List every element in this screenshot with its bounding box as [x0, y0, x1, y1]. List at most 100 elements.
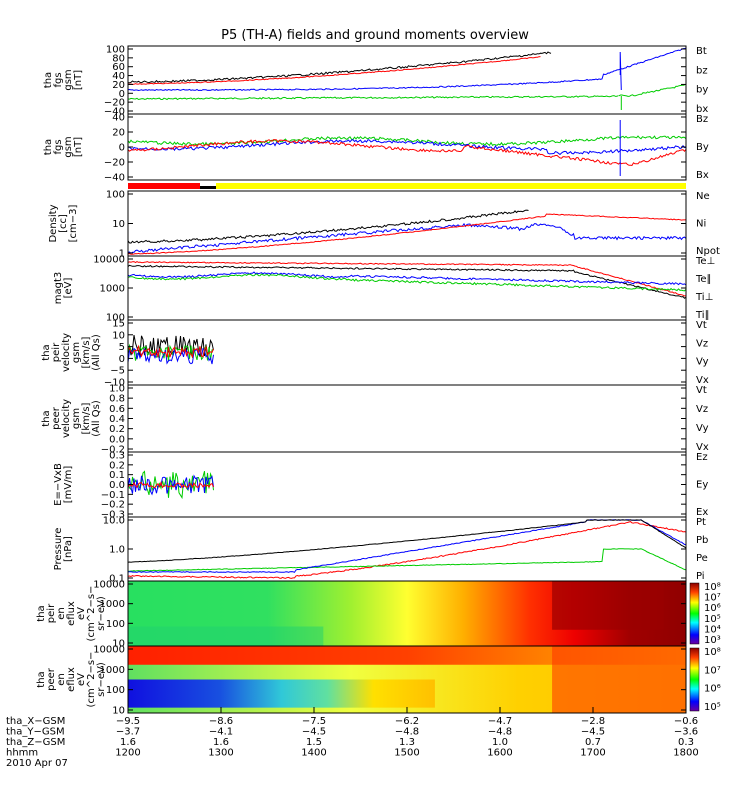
- y-tick-label: 10000: [93, 645, 125, 656]
- y-axis-label: tha: [36, 671, 47, 687]
- y-axis-label: tha: [41, 344, 52, 360]
- legend-vy: Vy: [696, 423, 709, 434]
- trace-ti-perp: [127, 271, 687, 286]
- legend-vx: Vx: [696, 375, 709, 386]
- x-tick-label: 1.5: [306, 737, 322, 748]
- x-tick-label: −4.5: [581, 727, 605, 738]
- mode-bar-fast: [216, 183, 686, 189]
- legend-bx: bx: [696, 104, 708, 115]
- y-tick-label: 0.3: [109, 451, 125, 462]
- legend-pt: Pt: [696, 517, 706, 528]
- y-tick-label: −40: [104, 173, 125, 184]
- x-tick-label: −2.8: [581, 716, 605, 727]
- x-tick-label: 0.7: [585, 737, 601, 748]
- mode-bar-slow: [128, 183, 200, 189]
- x-tick-label: 1300: [208, 748, 233, 759]
- y-axis-label: magt3: [53, 272, 64, 305]
- y-tick-label: 40: [112, 71, 125, 82]
- trace-pb: [127, 521, 687, 579]
- chart-title: P5 (TH-A) fields and ground moments over…: [221, 28, 529, 43]
- y-tick-label: 15: [112, 319, 125, 330]
- x-tick-label: −4.5: [302, 727, 326, 738]
- y-axis-label: (cm^2−s−: [86, 586, 97, 642]
- y-axis-label: peir: [51, 342, 62, 362]
- x-row-label: tha_X−GSM: [6, 716, 65, 727]
- y-axis-label: eflux: [66, 667, 77, 692]
- y-axis-label: [km/s]: [81, 336, 92, 368]
- y-tick-label: 10: [112, 639, 125, 650]
- y-axis-label: gsm: [71, 408, 82, 429]
- x-tick-label: −6.2: [395, 716, 419, 727]
- trace-ne: [127, 213, 687, 255]
- legend-pi: Pi: [696, 571, 705, 582]
- y-axis-label: (cm^2−s−: [86, 652, 97, 708]
- colorbar-label: 10⁵: [704, 702, 721, 713]
- trace-Bz: [127, 139, 687, 166]
- y-tick-label: 100: [106, 190, 125, 201]
- y-axis-label: (All Qs): [91, 400, 102, 437]
- y-axis-label: fgs: [53, 139, 64, 154]
- y-tick-label: 1.0: [109, 545, 125, 556]
- legend-pb: Pb: [696, 535, 708, 546]
- x-tick-label: −4.7: [488, 716, 512, 727]
- colorbar-label: 10⁸: [704, 647, 721, 658]
- y-tick-label: 20: [112, 80, 125, 91]
- y-axis-label: eV: [76, 673, 87, 686]
- x-tick-label: 1200: [115, 748, 140, 759]
- legend-by: By: [696, 142, 709, 153]
- y-axis-label: [km/s]: [81, 402, 92, 434]
- trace-ti-par: [127, 273, 687, 292]
- y-axis-label: [cm−3]: [68, 205, 79, 243]
- trace-te-perp: [127, 261, 687, 297]
- ion-spectrogram-low: [128, 626, 324, 646]
- colorbar-label: 10⁶: [704, 684, 721, 695]
- y-axis-label: E=−VxB: [53, 463, 64, 506]
- x-tick-label: 1.3: [399, 737, 415, 748]
- y-tick-label: −0.2: [101, 445, 125, 456]
- x-row-label: tha_Z−GSM: [6, 737, 65, 748]
- x-tick-label: 1.6: [120, 737, 136, 748]
- trace-bx-spike: [619, 51, 622, 91]
- y-axis-label: [cc]: [58, 214, 69, 233]
- y-axis-label: gsm: [63, 136, 74, 157]
- y-tick-label: 100: [106, 619, 125, 630]
- x-tick-label: 1.6: [213, 737, 229, 748]
- x-row-label: hhmm: [6, 748, 38, 759]
- y-axis-label: peer: [46, 667, 57, 691]
- y-tick-label: −20: [104, 158, 125, 169]
- y-tick-label: 100: [106, 45, 125, 56]
- legend-ti∥: Ti∥: [695, 310, 710, 321]
- y-tick-label: −0.2: [101, 500, 125, 511]
- y-axis-label: en: [56, 673, 67, 686]
- y-tick-label: −0.3: [101, 510, 125, 521]
- y-axis-label: eflux: [66, 601, 77, 626]
- y-tick-label: 80: [112, 53, 125, 64]
- colorbar-label: 10⁴: [704, 624, 721, 635]
- y-axis-label: [nT]: [73, 70, 84, 90]
- trace-ex: [127, 474, 214, 496]
- y-tick-label: 0.0: [109, 480, 125, 491]
- x-tick-label: −4.8: [395, 727, 419, 738]
- trace-bx: [127, 47, 687, 92]
- y-axis-label: Pressure: [53, 528, 64, 571]
- y-axis-label: [eV]: [63, 278, 74, 299]
- y-tick-label: 1.0: [109, 384, 125, 395]
- trace-vz: [127, 344, 214, 359]
- legend-vz: Vz: [696, 338, 708, 349]
- panel-frame: [127, 451, 687, 518]
- y-axis-label: tha: [41, 410, 52, 426]
- legend-ne: Ne: [696, 191, 710, 202]
- legend-te⊥: Te⊥: [695, 256, 715, 267]
- y-tick-label: 0.2: [109, 424, 125, 435]
- legend-vt: Vt: [696, 385, 707, 396]
- x-tick-label: −3.6: [674, 727, 698, 738]
- y-axis-label: velocity: [61, 333, 72, 372]
- colorbar-label: 10⁷: [704, 665, 721, 676]
- trace-pt: [127, 519, 687, 563]
- y-tick-label: −5: [110, 366, 125, 377]
- trace-npot: [127, 222, 687, 254]
- legend-bz: bz: [696, 65, 708, 76]
- y-axis-label: peer: [51, 406, 62, 430]
- y-tick-label: 0.4: [109, 414, 125, 425]
- y-axis-label: Density: [48, 204, 59, 242]
